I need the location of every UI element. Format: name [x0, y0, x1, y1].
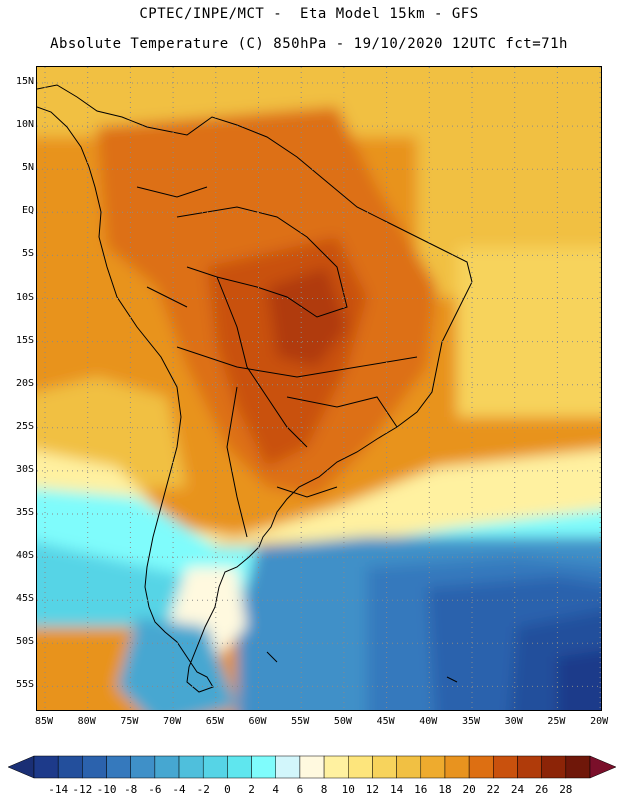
- lat-label: 15S: [15, 334, 34, 346]
- colorbar-tick-label: 10: [342, 783, 355, 796]
- colorbar-tick-label: 6: [297, 783, 304, 796]
- lon-label: 80W: [77, 716, 96, 727]
- lat-label: 55S: [15, 679, 34, 691]
- colorbar-tick-label: 2: [248, 783, 255, 796]
- lon-label: 35W: [461, 716, 481, 727]
- colorbar-swatch: [130, 755, 156, 779]
- colorbar-tick-label: 8: [321, 783, 328, 796]
- lon-label: 20W: [590, 716, 609, 727]
- lat-label: 50S: [15, 636, 34, 648]
- colorbar-tick-label: -2: [197, 783, 210, 796]
- colorbar-swatch: [517, 755, 542, 779]
- lat-label: 40S: [15, 550, 34, 562]
- chart-subtitle: Absolute Temperature (C) 850hPa - 19/10/…: [50, 36, 568, 52]
- lon-label: 30W: [504, 716, 523, 727]
- colorbar-tick-label: -4: [172, 783, 186, 796]
- colorbar-swatch: [299, 755, 325, 779]
- chart-title: CPTEC/INPE/MCT - Eta Model 15km - GFS: [139, 6, 479, 22]
- colorbar-swatch: [227, 755, 252, 779]
- lat-label: EQ: [21, 205, 34, 217]
- colorbar-tick-label: -10: [97, 783, 117, 796]
- lat-label: 30S: [15, 463, 34, 475]
- lon-label: 65W: [205, 716, 224, 727]
- colorbar-swatch: [541, 755, 567, 779]
- lat-label: 35S: [15, 507, 34, 518]
- colorbar-under-arrow: [7, 755, 35, 779]
- colorbar-swatch: [565, 755, 591, 779]
- lat-label: 5S: [21, 248, 34, 260]
- colorbar-swatch: [468, 755, 494, 779]
- lat-label: 20S: [15, 377, 34, 389]
- colorbar-swatch: [57, 755, 83, 779]
- colorbar-tick-label: 16: [414, 783, 427, 796]
- lon-label: 50W: [333, 716, 352, 727]
- colorbar-tick-label: 26: [535, 783, 548, 796]
- temperature-field: [37, 67, 601, 710]
- lon-label: 85W: [34, 716, 54, 727]
- colorbar-swatch: [251, 755, 276, 779]
- colorbar-tick-label: 12: [366, 783, 379, 796]
- colorbar-tick-label: 0: [224, 783, 231, 796]
- colorbar-tick-label: -6: [148, 783, 161, 796]
- colorbar-tick-label: 14: [390, 783, 404, 796]
- colorbar-tick-label: 28: [559, 783, 572, 796]
- colorbar-tick-label: 24: [511, 783, 525, 796]
- colorbar-swatch: [154, 755, 180, 779]
- colorbar-tick-label: -8: [124, 783, 137, 796]
- colorbar-swatch: [106, 755, 131, 779]
- colorbar-tick-label: -12: [72, 783, 92, 796]
- colorbar-tick-label: -14: [48, 783, 68, 796]
- colorbar-tick-label: 4: [272, 783, 279, 796]
- lon-label: 40W: [419, 716, 438, 727]
- lat-label: 5N: [21, 162, 34, 174]
- lat-label: 45S: [15, 593, 34, 605]
- colorbar-swatch: [396, 755, 422, 779]
- lat-label: 15N: [15, 76, 34, 87]
- coastlines: [37, 84, 473, 693]
- colorbar-swatch: [323, 755, 349, 779]
- colorbar-swatch: [348, 755, 373, 779]
- lon-label: 75W: [120, 716, 139, 727]
- colorbar-swatch: [493, 755, 518, 779]
- colorbar-swatch: [82, 755, 107, 779]
- temperature-map: [36, 66, 602, 711]
- lon-label: 45W: [376, 716, 395, 727]
- lat-label: 25S: [15, 420, 34, 432]
- colorbar: -14 -12 -10 -8 -6 -4 -2 0 2 4 6 8 10 12 14 16 18 20 22 24 26…: [0, 752, 618, 800]
- colorbar-tick-label: 20: [463, 783, 476, 796]
- colorbar-swatch: [178, 755, 204, 779]
- colorbar-swatch: [444, 755, 470, 779]
- lon-label: 25W: [547, 716, 566, 727]
- colorbar-swatch: [372, 755, 397, 779]
- colorbar-swatch: [33, 755, 59, 779]
- colorbar-over-arrow: [589, 755, 617, 779]
- lat-label: 10N: [15, 119, 34, 131]
- colorbar-swatch: [420, 755, 446, 779]
- lon-label: 55W: [291, 716, 310, 727]
- colorbar-tick-label: 22: [487, 783, 500, 796]
- lon-label: 70W: [163, 716, 182, 727]
- colorbar-swatch: [202, 755, 228, 779]
- colorbar-tick-label: 18: [438, 783, 451, 796]
- lon-label: 60W: [248, 716, 267, 727]
- colorbar-swatch: [275, 755, 301, 779]
- lat-label: 10S: [15, 291, 34, 303]
